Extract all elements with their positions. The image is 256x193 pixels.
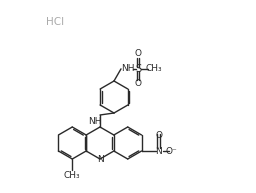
- Text: CH₃: CH₃: [64, 170, 81, 179]
- Text: S: S: [135, 64, 141, 74]
- Text: O: O: [134, 49, 142, 58]
- Text: N: N: [155, 146, 162, 156]
- Text: HCl: HCl: [46, 17, 64, 27]
- Text: O: O: [155, 131, 162, 141]
- Text: CH₃: CH₃: [146, 64, 162, 73]
- Text: O⁻: O⁻: [166, 146, 177, 156]
- Text: N: N: [98, 155, 104, 163]
- Text: NH: NH: [121, 64, 135, 73]
- Text: O: O: [134, 79, 142, 88]
- Text: NH: NH: [88, 117, 102, 125]
